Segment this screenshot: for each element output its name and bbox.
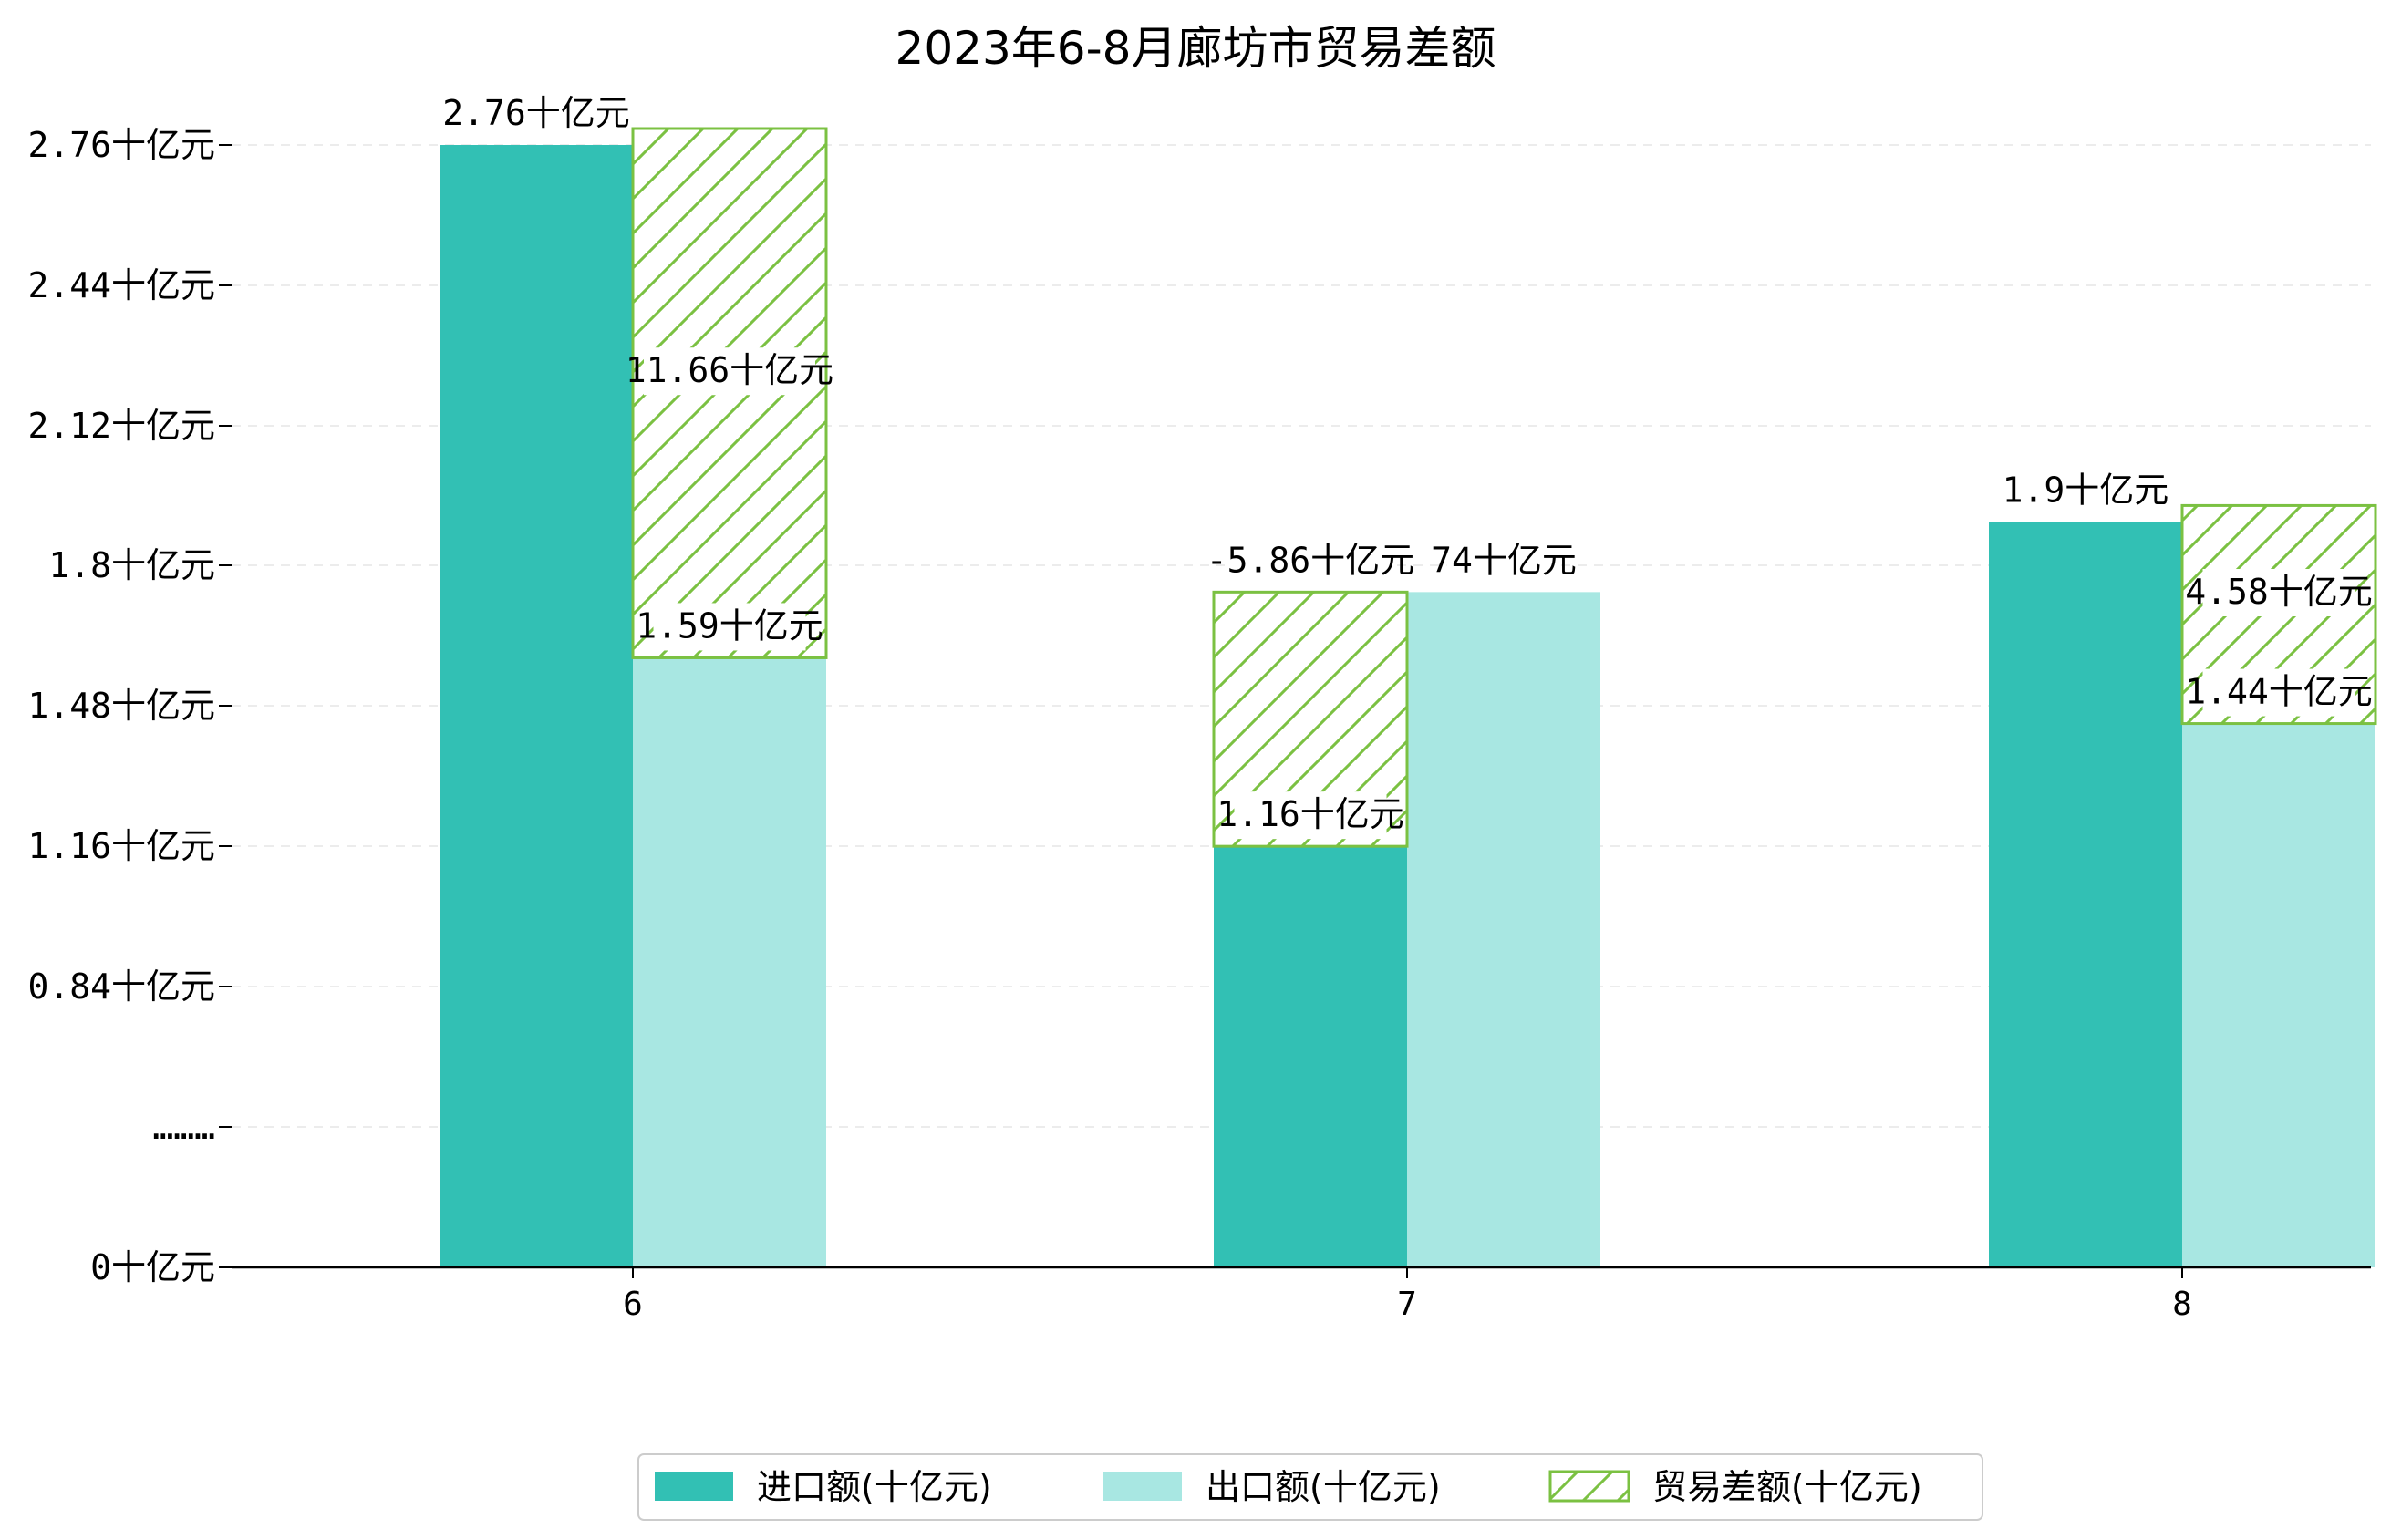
axes: 0十亿元 ……… 0.84十亿元 1.16十亿元 1.48十亿元 1.8十亿元 2.12十亿… (27, 125, 2371, 1323)
y-tick-label: 0.84十亿元 (27, 966, 215, 1007)
legend-swatch (1548, 1470, 1630, 1503)
y-tick-label: 1.8十亿元 (48, 545, 215, 585)
data-label: -5.86十亿元 (1206, 540, 1414, 580)
x-tick-label: 7 (1397, 1286, 1417, 1323)
data-label: 1.59十亿元 (636, 605, 823, 646)
data-label: 1.44十亿元 (2185, 672, 2373, 712)
data-label: 2.76十亿元 (442, 93, 630, 133)
export-bar (2182, 723, 2375, 1267)
y-tick-label: 2.44十亿元 (27, 265, 215, 305)
legend-label: 贸易差额(十亿元) (1652, 1467, 1922, 1507)
export-bar (1407, 592, 1600, 1267)
data-label-box (653, 603, 806, 651)
x-tick-label: 8 (2172, 1286, 2192, 1323)
data-labels: 2.76十亿元 1.59十亿元 11.66十亿元 1.16十亿元 74十亿元 -5.86十… (442, 93, 2373, 840)
bars (440, 127, 2377, 1267)
data-label: 1.16十亿元 (1216, 794, 1404, 834)
chart-title: 2023年6-8月廊坊市贸易差额 (895, 22, 1496, 75)
import-bar (440, 145, 633, 1267)
data-label: 1.9十亿元 (2003, 470, 2169, 510)
y-tick-label: 1.16十亿元 (27, 826, 215, 866)
legend-swatch (1103, 1472, 1182, 1501)
export-bar (633, 657, 826, 1267)
y-tick-label: 2.12十亿元 (27, 406, 215, 446)
legend-label: 出口额(十亿元) (1206, 1467, 1441, 1507)
data-label-box (2202, 668, 2355, 717)
y-tick-label: ……… (152, 1107, 215, 1147)
legend-label: 进口额(十亿元) (757, 1467, 992, 1507)
data-label-box (2202, 568, 2355, 616)
legend: 进口额(十亿元) 出口额(十亿元) 贸易差额(十亿元) (637, 1453, 1983, 1521)
data-label: 74十亿元 (1431, 540, 1577, 580)
data-label-box (1446, 537, 1561, 585)
x-tick-label: 6 (623, 1286, 643, 1323)
data-label: 11.66十亿元 (626, 350, 833, 390)
import-bar (1214, 846, 1407, 1267)
data-label-box (644, 347, 815, 396)
y-tick-label: 2.76十亿元 (27, 125, 215, 165)
data-label-box (2019, 467, 2152, 515)
data-label-box (1225, 537, 1396, 585)
y-tick-label: 0十亿元 (90, 1247, 215, 1287)
import-bar (1989, 522, 2182, 1267)
data-label-box (1234, 791, 1387, 840)
data-label: 4.58十亿元 (2185, 572, 2373, 612)
legend-frame (637, 1453, 1983, 1521)
legend-swatch (655, 1472, 733, 1501)
y-tick-label: 1.48十亿元 (27, 686, 215, 726)
